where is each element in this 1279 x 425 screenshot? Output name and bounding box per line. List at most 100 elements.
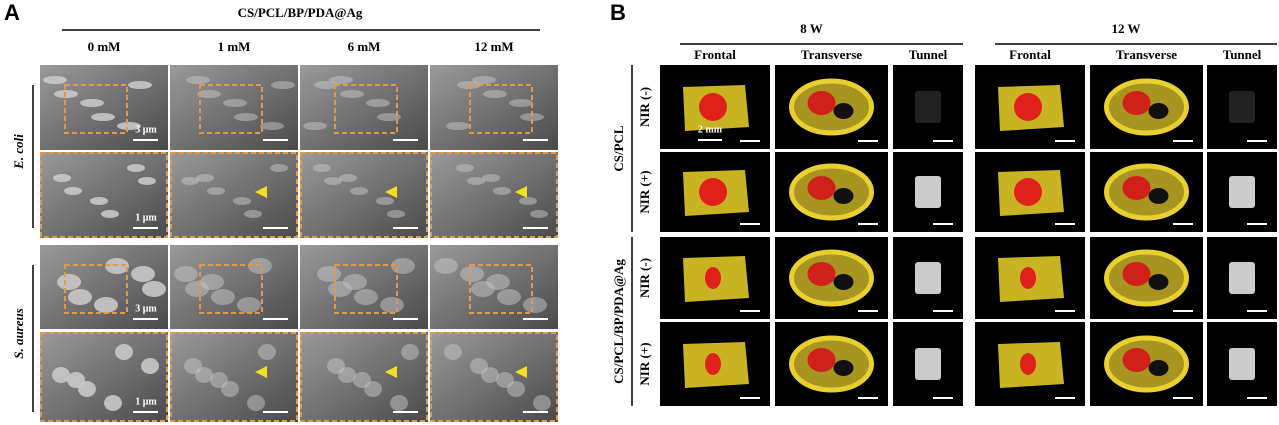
cell [303,122,327,130]
tunnel-render [915,176,941,208]
void [833,103,854,119]
cell [127,164,145,172]
scale-label: 1 μm [135,396,157,407]
cell [174,266,198,282]
cell [78,381,96,397]
zoom-frame [430,332,558,422]
tunnel-section [1122,176,1151,200]
row-label: NIR (+) [637,170,652,213]
cell [117,122,141,130]
tunnel-spot [1020,267,1036,289]
zoom-box [64,84,128,134]
cell [324,177,342,185]
column-header: Frontal [694,47,736,62]
cell [237,297,261,313]
cell [94,297,118,313]
zoom-box [199,264,263,314]
cell [142,281,166,297]
cell [401,344,419,360]
tunnel-spot [705,353,721,375]
cell [43,76,67,84]
void [1148,188,1169,204]
zoom-frame [300,152,428,238]
cell [91,113,115,121]
group-header: 12 W [1111,21,1140,36]
sem-image [430,152,558,238]
sem-image [430,65,558,150]
zoom-box [334,84,398,134]
zoom-box [469,84,533,134]
cell [317,266,341,282]
zoom-box [334,264,398,314]
cell [247,395,265,411]
cell [482,174,500,182]
cell [131,266,155,282]
cell [313,164,331,172]
void [833,188,854,204]
row-label: NIR (+) [637,342,652,385]
scale-label: 3 μm [135,124,157,135]
column-header: 0 mM [88,39,121,54]
row-label: E. coli [11,134,26,170]
cell [244,210,262,218]
row-label: NIR (-) [637,258,652,298]
void [833,274,854,290]
tunnel-section [807,348,836,372]
cell [456,164,474,172]
cell [339,174,357,182]
cell [186,76,210,84]
cell [472,76,496,84]
tunnel-section [807,91,836,115]
void [1148,103,1169,119]
scale-label: 2 mm [698,124,723,135]
cell [350,187,368,195]
void [833,360,854,376]
cell [271,81,295,89]
panel-label: A [4,0,20,25]
arrow [515,366,527,378]
column-header: Transverse [1116,47,1177,62]
cell [80,99,104,107]
row-group-label: CS/PCL/BP/PDA@Ag [611,259,626,384]
column-header: 6 mM [348,39,381,54]
cell [460,266,484,282]
cell [53,174,71,182]
zoom-box [469,264,533,314]
cell [509,99,533,107]
tunnel-section [1122,262,1151,286]
cell [64,187,82,195]
cell [138,177,156,185]
cell [52,367,70,383]
cell [141,358,159,374]
cell [196,174,214,182]
panel-title: CS/PCL/BP/PDA@Ag [238,5,363,20]
cell [207,187,225,195]
cell [115,344,133,360]
cell [366,99,390,107]
zoom-box [64,264,128,314]
cell [57,274,81,290]
tunnel-render [915,348,941,380]
row-label: S. aureus [11,308,26,359]
zoom-frame [40,332,168,422]
cell [197,90,221,98]
tunnel-section [1122,348,1151,372]
cell [387,210,405,218]
cell [467,177,485,185]
tunnel-render [915,262,941,294]
column-header: 1 mM [218,39,251,54]
cell [523,297,547,313]
zoom-frame [40,152,168,238]
cell [481,367,499,383]
cell [223,99,247,107]
cell [493,187,511,195]
cell [530,210,548,218]
arrow [515,186,527,198]
tunnel-render [1229,176,1255,208]
cell [338,367,356,383]
group-header: 8 W [800,21,823,36]
cell [340,90,364,98]
cell [377,113,401,121]
cell [185,281,209,297]
